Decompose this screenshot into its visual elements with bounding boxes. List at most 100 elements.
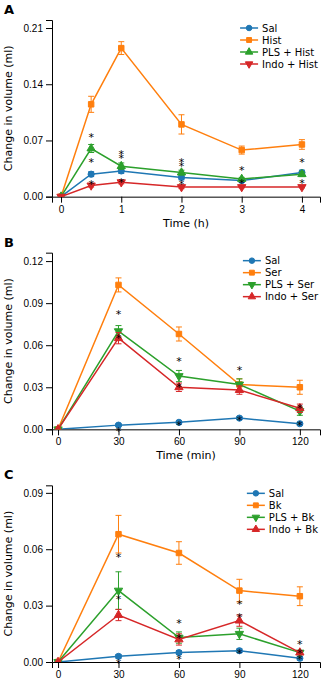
error-bar xyxy=(115,278,121,292)
tick-label: 0 xyxy=(59,204,65,215)
tick-mark xyxy=(46,28,52,29)
annotation: * xyxy=(239,164,245,177)
y-axis-label: Change in volume (ml) xyxy=(2,511,15,637)
marker xyxy=(88,171,94,177)
x-axis: 01234 xyxy=(53,197,321,215)
tick: 0.00 xyxy=(24,424,52,435)
legend-item: Indo + Bk xyxy=(247,524,318,535)
marker xyxy=(175,374,183,381)
tick-label: 0.14 xyxy=(24,79,44,90)
tick-label: 0 xyxy=(56,669,62,680)
tick: 3 xyxy=(239,197,245,215)
legend: SalBkPLS + BkIndo + Bk xyxy=(247,488,318,535)
marker xyxy=(116,282,121,287)
legend-label: Ser xyxy=(265,267,283,278)
marker xyxy=(176,331,181,336)
annotation: * xyxy=(297,638,303,651)
tick-mark xyxy=(46,662,52,663)
error-bar xyxy=(176,327,182,341)
annotation: * xyxy=(297,402,303,415)
tick-label: 0.09 xyxy=(24,488,44,499)
tick-mark xyxy=(58,429,59,435)
tick: 4 xyxy=(300,197,306,215)
annotation: * xyxy=(88,178,94,191)
tick-mark xyxy=(46,303,52,304)
annotation: * xyxy=(299,156,305,169)
tick-label: 0.00 xyxy=(24,424,44,435)
annotation: * xyxy=(119,176,125,189)
tick: 90 xyxy=(234,662,246,680)
legend: SalSerPLS + SerIndo + Ser xyxy=(243,255,319,302)
tick-label: 90 xyxy=(234,669,246,680)
annotation: * xyxy=(179,156,185,169)
error-bar xyxy=(88,172,94,177)
series-line xyxy=(61,148,302,196)
legend-marker xyxy=(245,62,252,68)
error-bar xyxy=(118,42,124,55)
tick: 0.00 xyxy=(24,191,52,202)
tick-label: 0 xyxy=(56,436,62,447)
tick: 0.09 xyxy=(24,298,52,309)
tick: 0.09 xyxy=(24,488,52,499)
error-bar xyxy=(297,380,303,394)
x-axis: 0306090120 xyxy=(53,662,321,680)
error-bar xyxy=(297,587,303,606)
legend-marker xyxy=(252,525,259,531)
tick-label: 0.21 xyxy=(24,23,44,34)
panel: 03060901200.000.030.060.09************Ch… xyxy=(2,467,321,680)
marker xyxy=(179,122,184,127)
legend-marker xyxy=(253,503,258,508)
legend-marker xyxy=(248,283,255,289)
legend-marker xyxy=(246,25,252,31)
marker xyxy=(116,531,121,536)
axis-line xyxy=(53,430,321,436)
tick-mark xyxy=(239,429,240,435)
axis-line xyxy=(46,486,53,663)
annotation: * xyxy=(176,355,182,368)
annotation: * xyxy=(176,632,182,645)
tick: 0.03 xyxy=(24,382,52,393)
tick-label: 90 xyxy=(234,436,246,447)
legend-item: PLS + Bk xyxy=(247,512,315,523)
annotation: * xyxy=(116,657,122,670)
tick-mark xyxy=(46,84,52,85)
tick-label: 60 xyxy=(174,669,186,680)
annotation: * xyxy=(237,364,243,377)
annotation: * xyxy=(176,653,182,666)
marker xyxy=(119,45,124,50)
tick: 0 xyxy=(59,197,65,215)
series xyxy=(55,515,303,662)
tick-label: 0.07 xyxy=(24,135,44,146)
panel-title: B xyxy=(4,235,14,250)
tick: 0.14 xyxy=(24,79,52,90)
marker xyxy=(239,147,244,152)
tick: 0.03 xyxy=(24,600,52,611)
tick-label: 0.06 xyxy=(24,340,44,351)
tick: 2 xyxy=(179,197,185,215)
legend-item: Sal xyxy=(243,255,280,266)
tick: 0.07 xyxy=(24,135,52,146)
series-line xyxy=(58,285,300,429)
annotation: * xyxy=(88,156,94,169)
tick-label: 0.00 xyxy=(24,191,44,202)
y-axis: 0.000.030.060.090.12 xyxy=(24,253,53,435)
legend-label: PLS + Ser xyxy=(265,279,315,290)
tick-mark xyxy=(46,606,52,607)
y-axis: 0.00 0.07 0.14 0.21 xyxy=(24,21,53,203)
series-line xyxy=(58,534,300,662)
y-axis-label: Change in volume (ml) xyxy=(2,278,15,404)
annotation: * xyxy=(299,177,305,190)
legend-label: PLS + Hist xyxy=(262,47,314,58)
tick-label: 2 xyxy=(179,204,185,215)
annotation: * xyxy=(179,178,185,191)
tick-label: 0.03 xyxy=(24,382,44,393)
tick-label: 60 xyxy=(174,436,186,447)
tick: 0.00 xyxy=(24,657,52,668)
marker xyxy=(297,385,302,390)
axis-line xyxy=(53,197,321,203)
legend: SalHistPLS + HistIndo + Hist xyxy=(240,23,318,70)
series xyxy=(54,572,304,662)
legend-label: Hist xyxy=(262,35,282,46)
annotation: * xyxy=(239,177,245,190)
tick-label: 0.09 xyxy=(24,298,44,309)
